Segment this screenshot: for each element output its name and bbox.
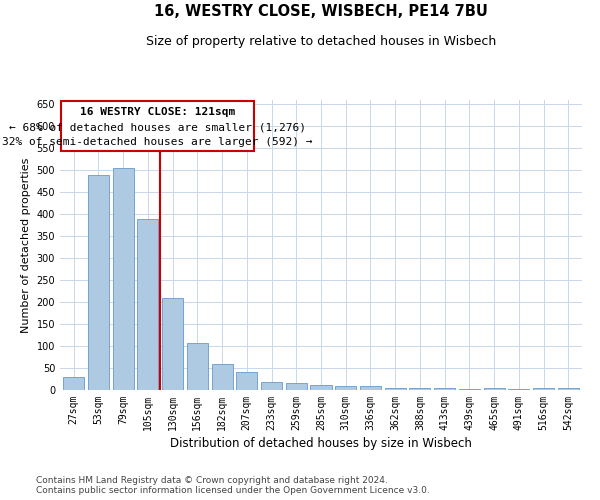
Bar (63, 377, 84, 390)
Bar (187, 343, 208, 390)
Text: 32% of semi-detached houses are larger (592) →: 32% of semi-detached houses are larger (… (2, 138, 313, 147)
Bar (508, 389, 529, 390)
Text: 16, WESTRY CLOSE, WISBECH, PE14 7BU: 16, WESTRY CLOSE, WISBECH, PE14 7BU (154, 4, 488, 19)
X-axis label: Distribution of detached houses by size in Wisbech: Distribution of detached houses by size … (170, 437, 472, 450)
Bar (335, 386, 356, 390)
Bar (261, 382, 282, 390)
Text: Size of property relative to detached houses in Wisbech: Size of property relative to detached ho… (146, 35, 496, 48)
Bar (558, 388, 579, 390)
Bar (385, 388, 406, 390)
Bar (286, 384, 307, 390)
Bar (212, 364, 233, 390)
Bar (162, 298, 183, 390)
Bar (533, 388, 554, 390)
Bar (360, 386, 381, 390)
Bar (113, 168, 134, 390)
Text: ← 68% of detached houses are smaller (1,276): ← 68% of detached houses are smaller (1,… (9, 122, 306, 132)
Bar (236, 372, 257, 390)
Bar (409, 388, 430, 390)
Bar (310, 384, 332, 390)
FancyBboxPatch shape (61, 101, 254, 152)
Y-axis label: Number of detached properties: Number of detached properties (21, 158, 31, 332)
Bar (137, 218, 158, 390)
Bar (484, 388, 505, 390)
Bar (434, 388, 455, 390)
Bar (88, 174, 109, 390)
Text: 16 WESTRY CLOSE: 121sqm: 16 WESTRY CLOSE: 121sqm (80, 108, 235, 118)
Text: Contains HM Land Registry data © Crown copyright and database right 2024.
Contai: Contains HM Land Registry data © Crown c… (36, 476, 430, 495)
Bar (459, 389, 480, 390)
